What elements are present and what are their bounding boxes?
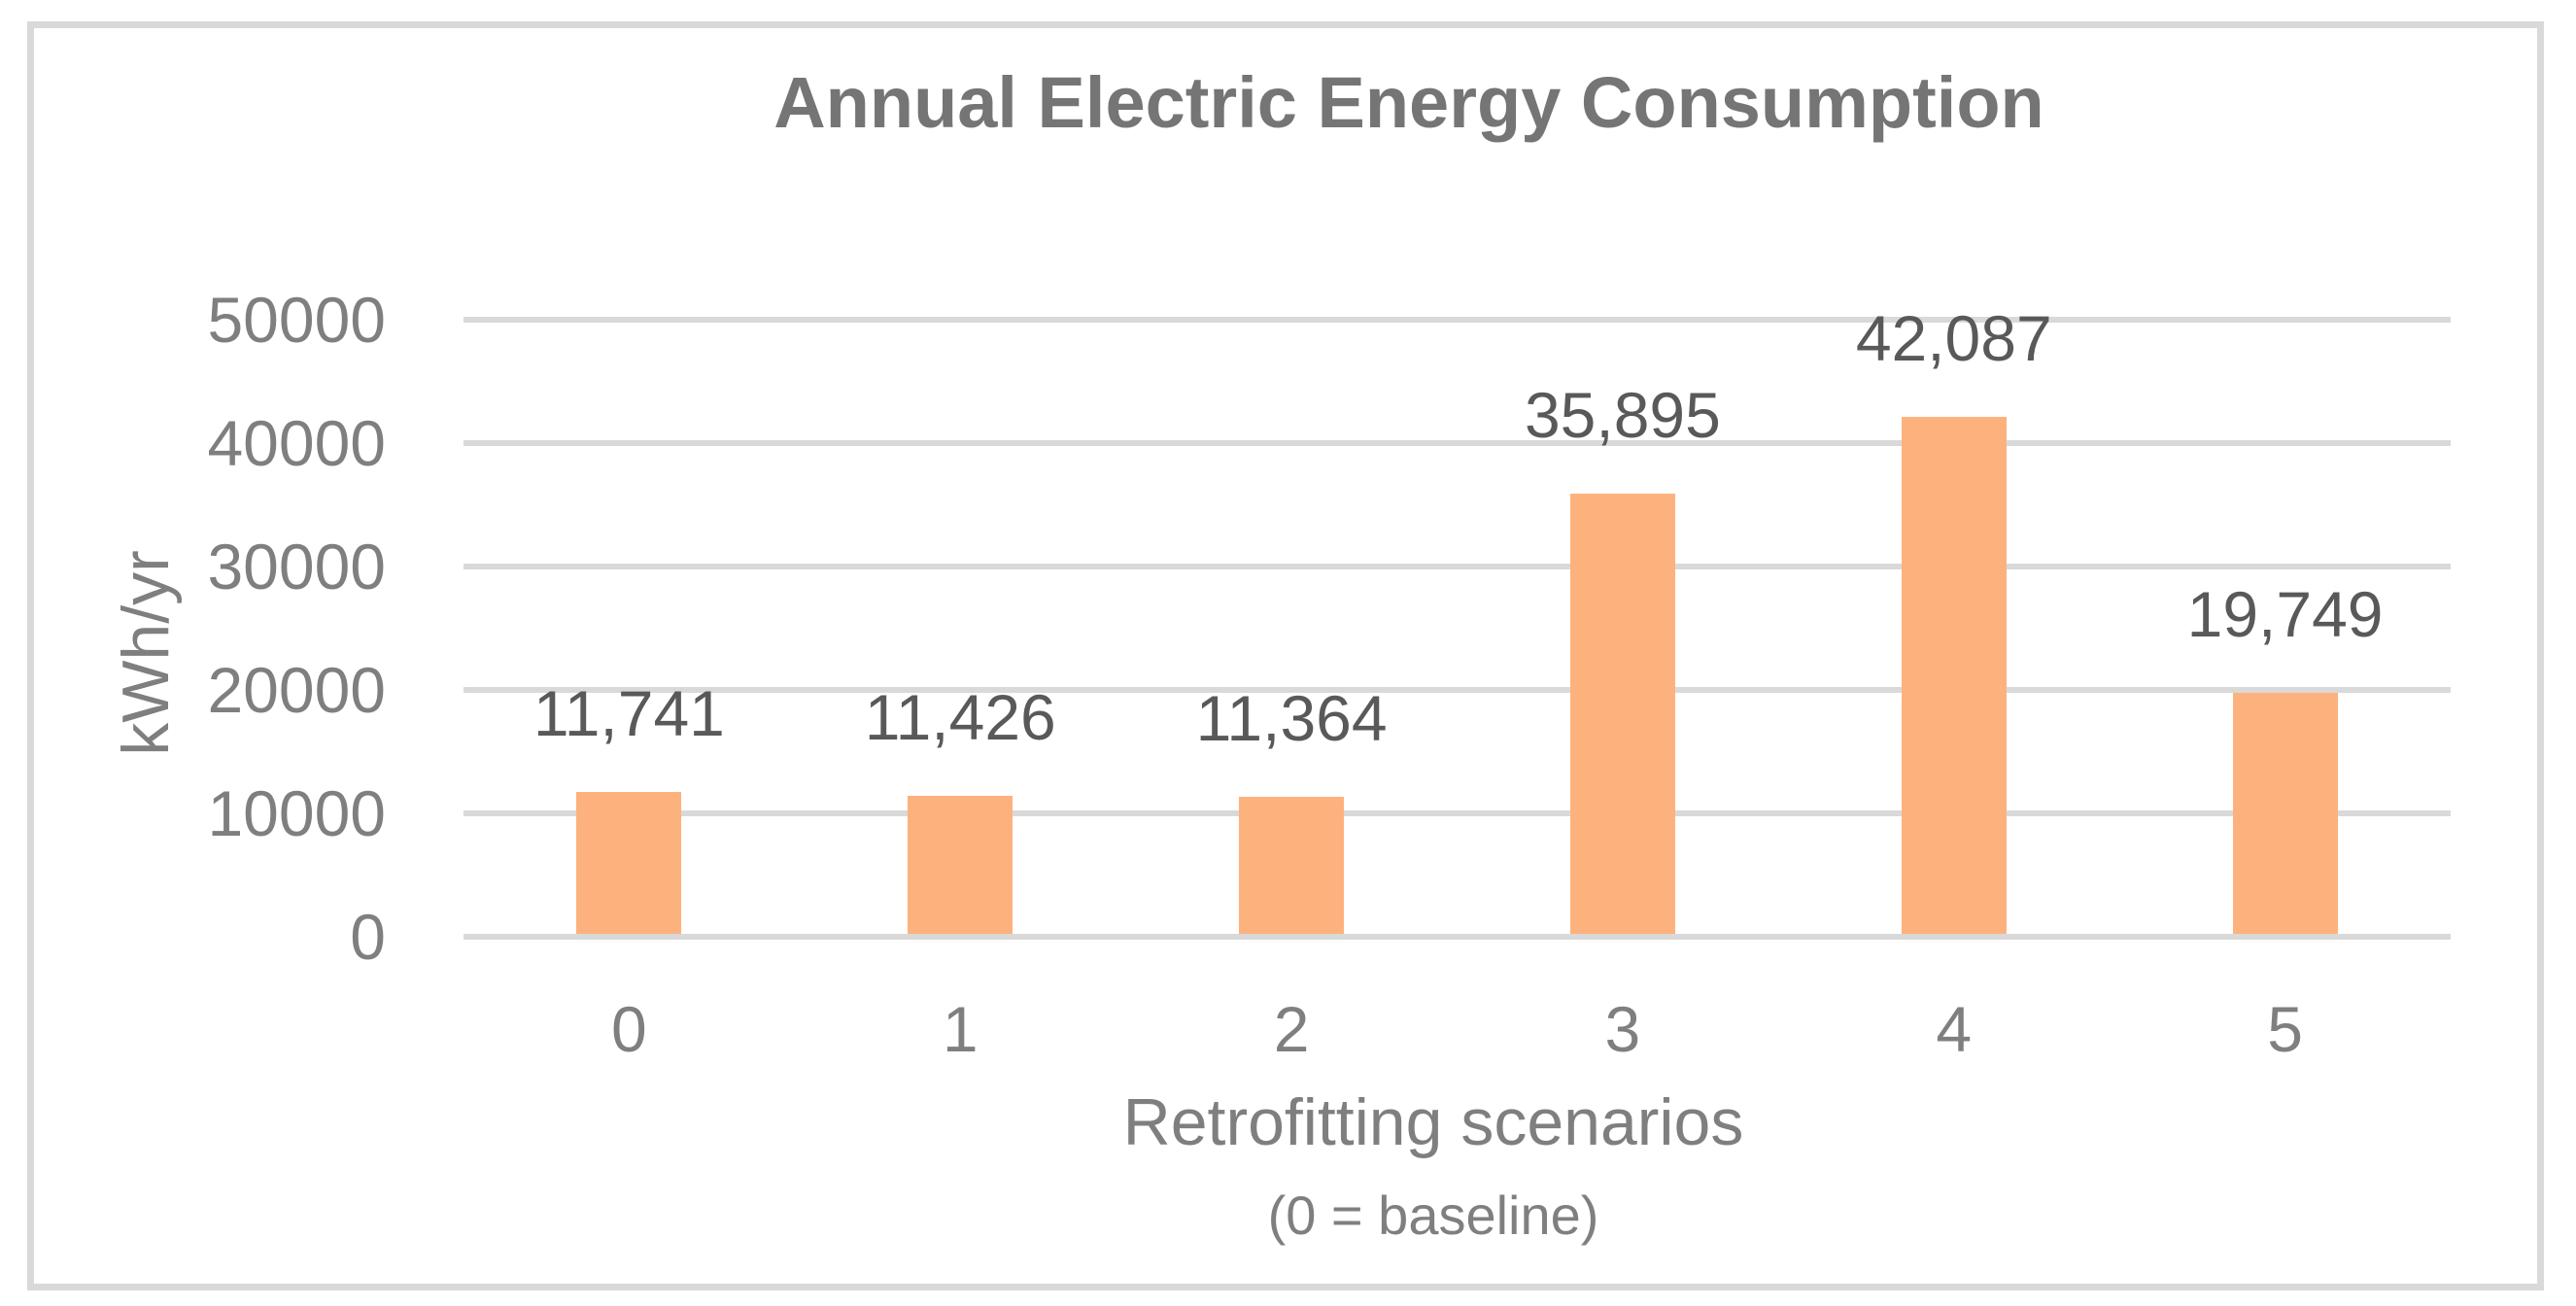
y-tick-label-0: 0 <box>350 901 386 973</box>
gridline-20000 <box>464 687 2451 693</box>
y-tick-label-40000: 40000 <box>207 407 386 479</box>
gridline-40000 <box>464 440 2451 446</box>
gridline-30000 <box>464 564 2451 569</box>
y-tick-label-30000: 30000 <box>207 531 386 602</box>
data-label-scenario-2: 11,364 <box>1195 681 1388 754</box>
data-label-scenario-1: 11,426 <box>864 680 1056 753</box>
y-tick-label-50000: 50000 <box>207 284 386 356</box>
gridline-0 <box>464 934 2451 940</box>
x-category-label-4: 4 <box>1936 993 1973 1065</box>
data-label-scenario-3: 35,895 <box>1524 379 1721 452</box>
chart-frame-border <box>27 21 2544 1290</box>
x-axis-subtitle: (0 = baseline) <box>1267 1185 1599 1246</box>
x-category-label-0: 0 <box>611 993 647 1065</box>
data-label-scenario-4: 42,087 <box>1855 302 2052 375</box>
data-label-scenario-5: 19,749 <box>2186 578 2384 651</box>
bar-scenario-0 <box>576 791 682 934</box>
x-axis-title: Retrofitting scenarios <box>1122 1085 1744 1159</box>
data-label-scenario-0: 11,741 <box>532 676 725 749</box>
bar-scenario-2 <box>1239 796 1345 934</box>
y-tick-label-20000: 20000 <box>207 654 386 726</box>
x-category-label-5: 5 <box>2267 993 2303 1065</box>
gridline-50000 <box>464 317 2451 323</box>
x-category-label-3: 3 <box>1604 993 1641 1065</box>
y-tick-label-10000: 10000 <box>207 777 386 849</box>
bar-scenario-4 <box>1901 417 2007 934</box>
x-category-label-2: 2 <box>1273 993 1310 1065</box>
chart-title: Annual Electric Energy Consumption <box>773 62 2044 143</box>
bar-scenario-1 <box>908 795 1013 934</box>
bar-scenario-3 <box>1569 494 1675 934</box>
x-category-label-1: 1 <box>942 993 979 1065</box>
gridline-10000 <box>464 810 2451 816</box>
bar-scenario-5 <box>2232 693 2338 934</box>
